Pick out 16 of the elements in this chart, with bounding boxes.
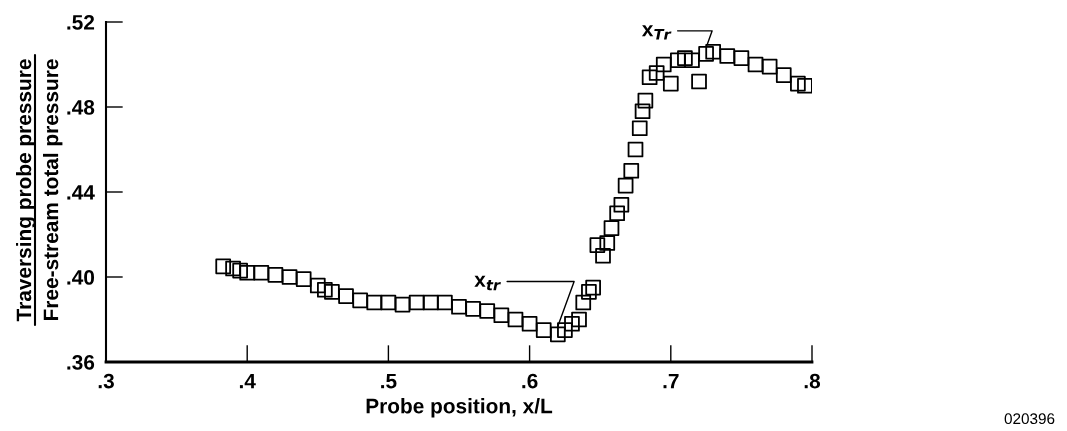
y-tick-label: .52 [67, 15, 95, 30]
y-tick-label: .44 [67, 185, 95, 200]
x-tick-label: .6 [522, 373, 538, 389]
x-axis-title: Probe position, x/L [366, 398, 553, 418]
text: 020396 [1004, 413, 1055, 425]
y-tick-label: .36 [67, 355, 95, 370]
y-axis-title: Traversing probe pressure Free-stream total pressure [16, 59, 63, 322]
x-tick-label: .8 [804, 373, 821, 389]
x-tick-label: .3 [98, 373, 114, 389]
x-tick-label: .4 [239, 373, 256, 389]
y-tick-label: .48 [67, 100, 95, 115]
x-tick-label: .5 [381, 373, 397, 389]
annotation: x$_{Tr}$ [641, 25, 672, 40]
x-tick-label: .7 [663, 373, 679, 389]
annotation: x$_{tr}$ [474, 275, 501, 291]
y-tick-label: .40 [67, 270, 95, 285]
